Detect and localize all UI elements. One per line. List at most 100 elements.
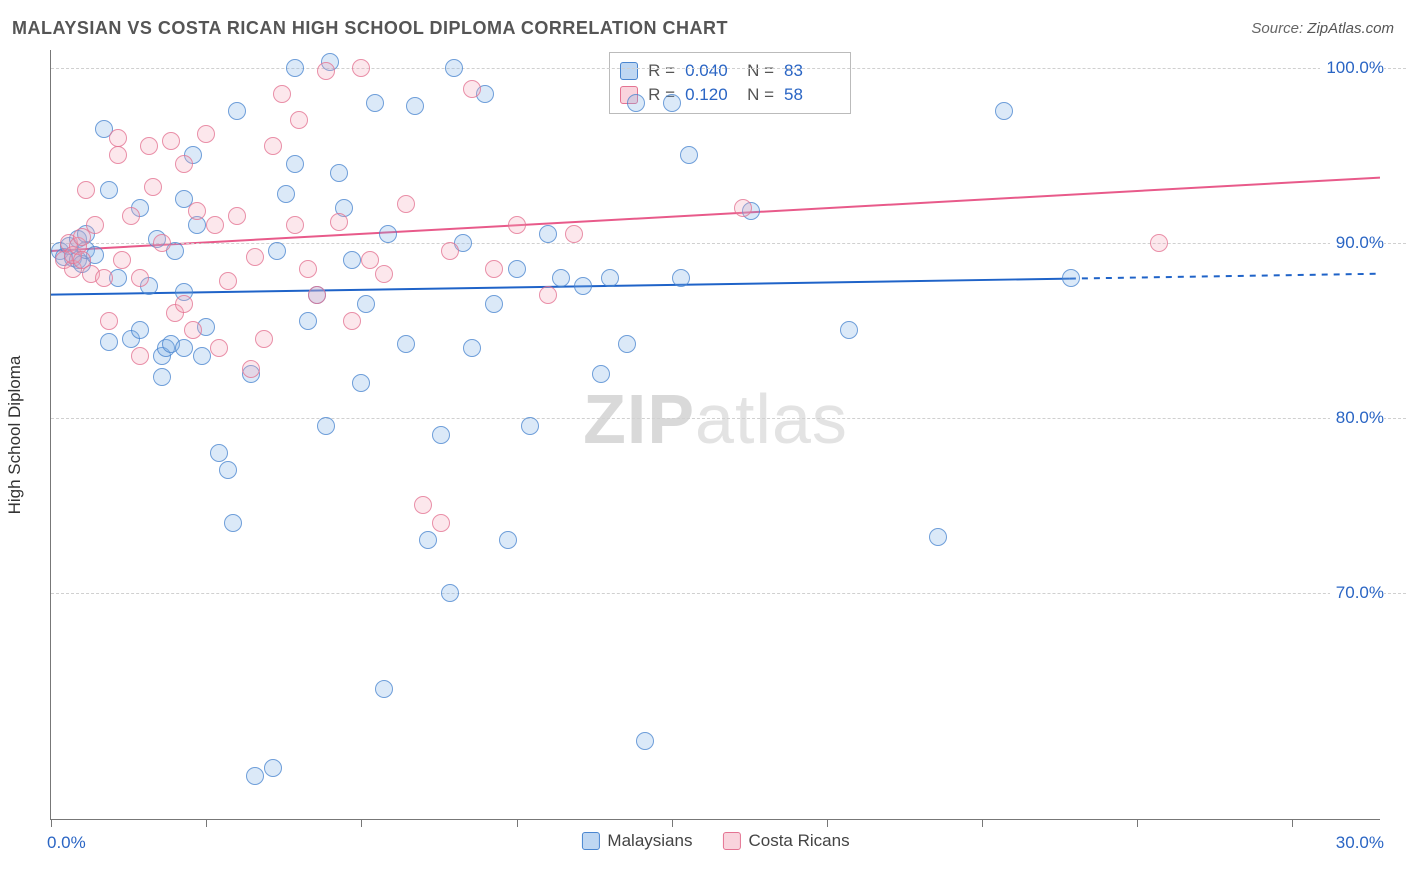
stat-n-label: N = xyxy=(747,59,774,83)
stat-n-label: N = xyxy=(747,83,774,107)
trend-line-dashed-malaysians xyxy=(1070,274,1380,279)
data-point-malaysians xyxy=(672,269,690,287)
data-point-costa_ricans xyxy=(1150,234,1168,252)
data-point-malaysians xyxy=(574,277,592,295)
data-point-malaysians xyxy=(317,417,335,435)
data-point-malaysians xyxy=(618,335,636,353)
y-axis-title: High School Diploma xyxy=(5,355,25,514)
source: Source: ZipAtlas.com xyxy=(1251,20,1394,37)
data-point-malaysians xyxy=(357,295,375,313)
chart-title: MALAYSIAN VS COSTA RICAN HIGH SCHOOL DIP… xyxy=(12,18,728,39)
data-point-costa_ricans xyxy=(273,85,291,103)
data-point-malaysians xyxy=(100,333,118,351)
data-point-costa_ricans xyxy=(175,295,193,313)
data-point-malaysians xyxy=(929,528,947,546)
header: MALAYSIAN VS COSTA RICAN HIGH SCHOOL DIP… xyxy=(0,0,1406,48)
data-point-costa_ricans xyxy=(397,195,415,213)
watermark: ZIPatlas xyxy=(583,379,848,459)
data-point-malaysians xyxy=(153,368,171,386)
data-point-costa_ricans xyxy=(361,251,379,269)
data-point-costa_ricans xyxy=(485,260,503,278)
data-point-costa_ricans xyxy=(162,132,180,150)
y-axis-label: 70.0% xyxy=(1330,583,1384,603)
x-tick xyxy=(982,819,983,827)
data-point-malaysians xyxy=(419,531,437,549)
legend-swatch xyxy=(722,832,740,850)
data-point-costa_ricans xyxy=(441,242,459,260)
y-axis-label: 100.0% xyxy=(1320,58,1384,78)
data-point-malaysians xyxy=(268,242,286,260)
data-point-costa_ricans xyxy=(95,269,113,287)
data-point-costa_ricans xyxy=(414,496,432,514)
data-point-malaysians xyxy=(521,417,539,435)
data-point-costa_ricans xyxy=(352,59,370,77)
data-point-costa_ricans xyxy=(565,225,583,243)
data-point-costa_ricans xyxy=(100,312,118,330)
data-point-malaysians xyxy=(352,374,370,392)
data-point-malaysians xyxy=(627,94,645,112)
data-point-malaysians xyxy=(445,59,463,77)
data-point-costa_ricans xyxy=(330,213,348,231)
data-point-malaysians xyxy=(1062,269,1080,287)
x-tick xyxy=(1137,819,1138,827)
data-point-malaysians xyxy=(499,531,517,549)
data-point-malaysians xyxy=(210,444,228,462)
stat-legend-row: R =0.040N =83 xyxy=(620,59,836,83)
data-point-costa_ricans xyxy=(539,286,557,304)
data-point-costa_ricans xyxy=(140,137,158,155)
data-point-malaysians xyxy=(224,514,242,532)
data-point-costa_ricans xyxy=(734,199,752,217)
y-axis-label: 90.0% xyxy=(1330,233,1384,253)
source-value: ZipAtlas.com xyxy=(1307,20,1394,37)
trend-lines xyxy=(51,50,1380,819)
source-label: Source: xyxy=(1251,20,1303,37)
data-point-costa_ricans xyxy=(109,129,127,147)
y-gridline xyxy=(51,418,1406,419)
data-point-malaysians xyxy=(636,732,654,750)
data-point-costa_ricans xyxy=(463,80,481,98)
x-tick xyxy=(517,819,518,827)
data-point-malaysians xyxy=(175,339,193,357)
data-point-malaysians xyxy=(366,94,384,112)
data-point-malaysians xyxy=(299,312,317,330)
data-point-costa_ricans xyxy=(210,339,228,357)
data-point-malaysians xyxy=(663,94,681,112)
data-point-costa_ricans xyxy=(264,137,282,155)
data-point-costa_ricans xyxy=(144,178,162,196)
data-point-costa_ricans xyxy=(188,202,206,220)
data-point-costa_ricans xyxy=(317,62,335,80)
data-point-costa_ricans xyxy=(375,265,393,283)
data-point-costa_ricans xyxy=(131,269,149,287)
data-point-malaysians xyxy=(286,155,304,173)
data-point-malaysians xyxy=(131,321,149,339)
y-gridline xyxy=(51,243,1406,244)
data-point-costa_ricans xyxy=(175,155,193,173)
stat-r-value: 0.120 xyxy=(685,83,737,107)
x-tick xyxy=(361,819,362,827)
stat-legend-row: R =0.120N =58 xyxy=(620,83,836,107)
data-point-malaysians xyxy=(397,335,415,353)
data-point-costa_ricans xyxy=(77,181,95,199)
data-point-costa_ricans xyxy=(206,216,224,234)
stat-n-value: 83 xyxy=(784,59,836,83)
data-point-malaysians xyxy=(264,759,282,777)
data-point-malaysians xyxy=(100,181,118,199)
data-point-costa_ricans xyxy=(197,125,215,143)
data-point-costa_ricans xyxy=(343,312,361,330)
data-point-costa_ricans xyxy=(290,111,308,129)
data-point-malaysians xyxy=(601,269,619,287)
x-tick xyxy=(51,819,52,827)
bottom-legend: MalaysiansCosta Ricans xyxy=(581,831,849,851)
data-point-costa_ricans xyxy=(242,360,260,378)
data-point-malaysians xyxy=(246,767,264,785)
y-gridline xyxy=(51,593,1406,594)
data-point-malaysians xyxy=(485,295,503,313)
data-point-malaysians xyxy=(552,269,570,287)
stat-n-value: 58 xyxy=(784,83,836,107)
data-point-costa_ricans xyxy=(153,234,171,252)
data-point-malaysians xyxy=(508,260,526,278)
x-axis-min-label: 0.0% xyxy=(47,833,86,853)
data-point-malaysians xyxy=(228,102,246,120)
data-point-malaysians xyxy=(375,680,393,698)
y-axis-label: 80.0% xyxy=(1330,408,1384,428)
